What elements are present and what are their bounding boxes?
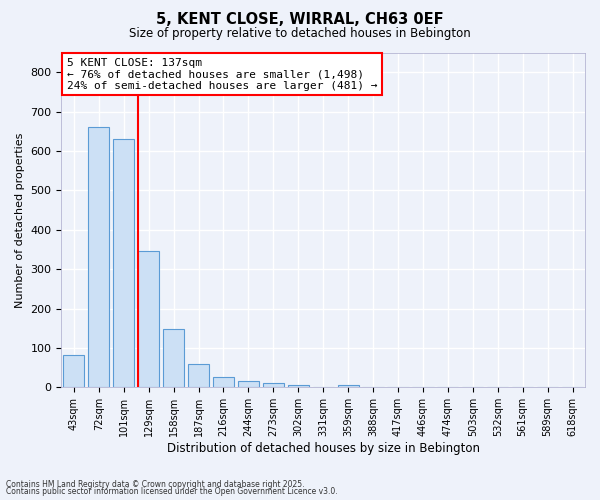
- Text: Size of property relative to detached houses in Bebington: Size of property relative to detached ho…: [129, 28, 471, 40]
- Bar: [138, 250, 159, 388]
- Text: 5 KENT CLOSE: 137sqm
← 76% of detached houses are smaller (1,498)
24% of semi-de: 5 KENT CLOSE: 137sqm ← 76% of detached h…: [67, 58, 377, 90]
- Text: 5, KENT CLOSE, WIRRAL, CH63 0EF: 5, KENT CLOSE, WIRRAL, CH63 0EF: [156, 12, 444, 28]
- Bar: [238, 380, 259, 388]
- Bar: [287, 386, 309, 388]
- Bar: [63, 355, 85, 388]
- Bar: [88, 128, 109, 388]
- Bar: [188, 364, 209, 388]
- Bar: [213, 376, 234, 388]
- Text: Contains public sector information licensed under the Open Government Licence v3: Contains public sector information licen…: [6, 487, 338, 496]
- Bar: [338, 384, 359, 388]
- Text: Contains HM Land Registry data © Crown copyright and database right 2025.: Contains HM Land Registry data © Crown c…: [6, 480, 305, 489]
- Bar: [113, 139, 134, 388]
- Y-axis label: Number of detached properties: Number of detached properties: [15, 132, 25, 308]
- Bar: [163, 330, 184, 388]
- X-axis label: Distribution of detached houses by size in Bebington: Distribution of detached houses by size …: [167, 442, 480, 455]
- Bar: [263, 384, 284, 388]
